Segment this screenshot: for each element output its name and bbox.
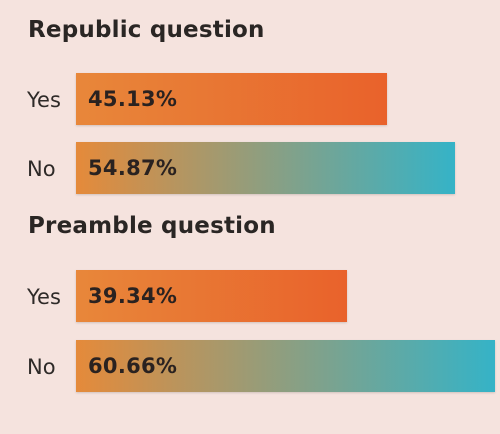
republic-question-title: Republic question [28, 17, 265, 43]
republic-no-label: No [27, 157, 56, 181]
preamble-yes-bar: 39.34% [76, 270, 348, 322]
preamble-yes-label: Yes [27, 285, 61, 309]
republic-no-bar: 54.87% [76, 142, 455, 194]
preamble-question-title: Preamble question [28, 213, 276, 239]
preamble-no-bar: 60.66% [76, 340, 495, 392]
preamble-no-label: No [27, 355, 56, 379]
preamble-no-value: 60.66% [88, 354, 178, 378]
republic-yes-value: 45.13% [88, 87, 178, 111]
republic-yes-label: Yes [27, 88, 61, 112]
republic-yes-bar: 45.13% [76, 73, 388, 125]
preamble-yes-value: 39.34% [88, 284, 178, 308]
republic-no-value: 54.87% [88, 156, 178, 180]
